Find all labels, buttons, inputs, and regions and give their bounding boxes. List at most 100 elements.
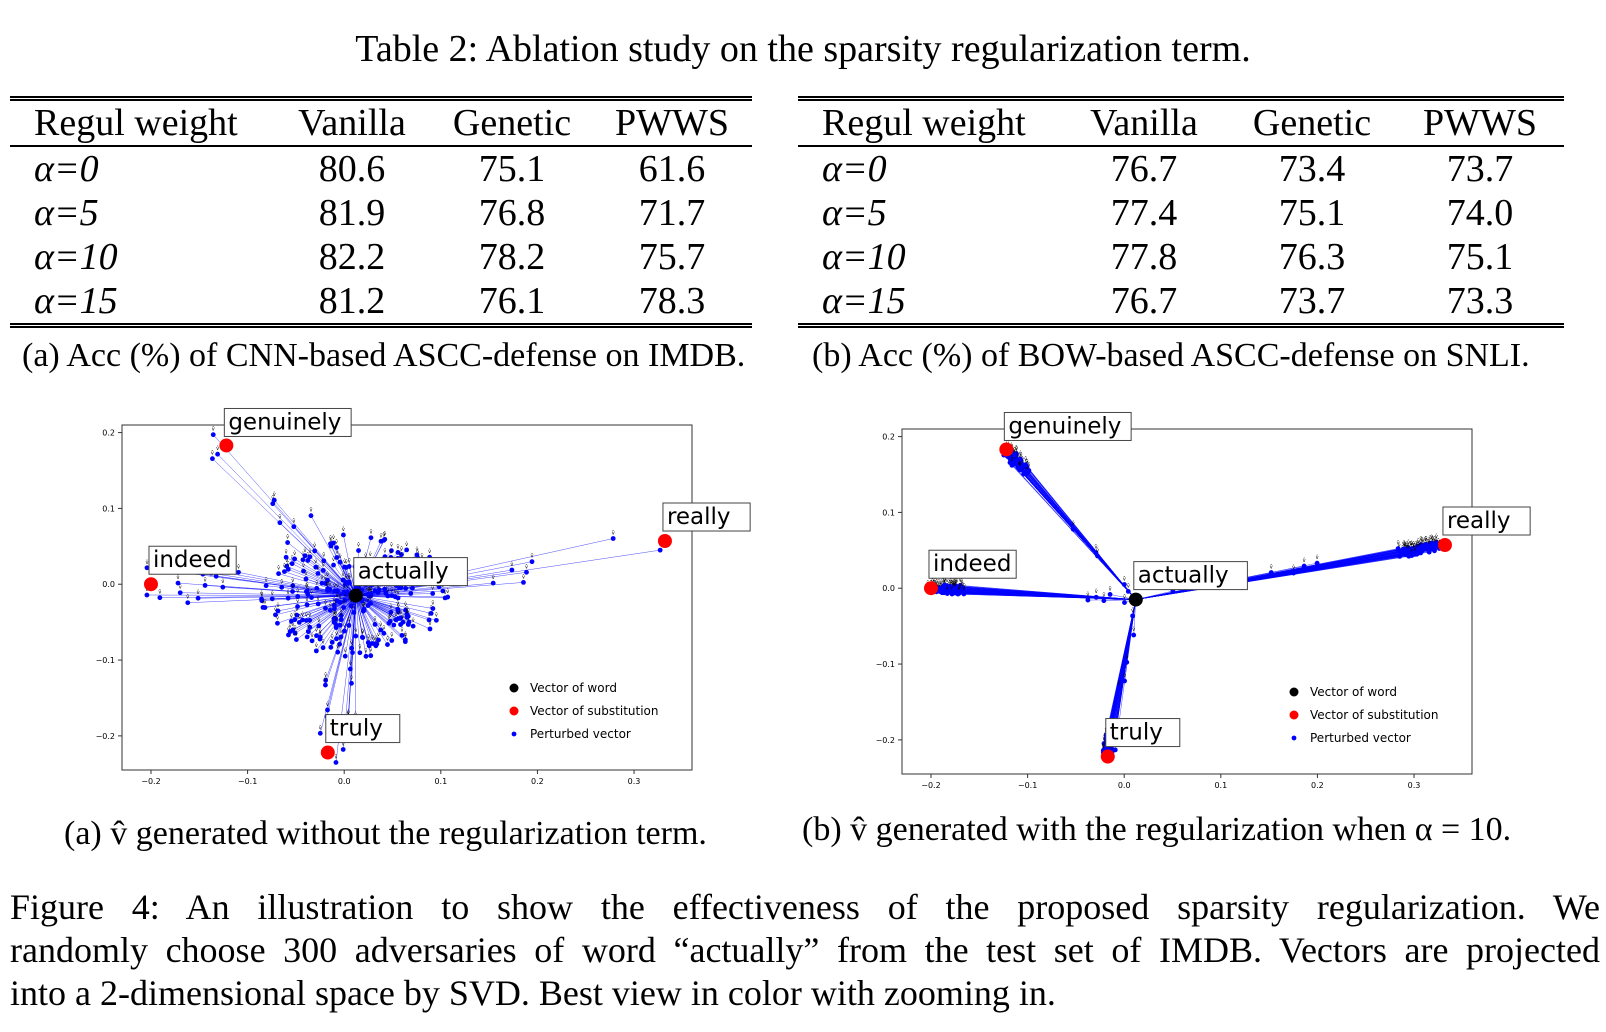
perturbed-vector-marker: v̂	[310, 590, 313, 596]
row-label: α=15	[34, 280, 118, 322]
word-label-box	[928, 549, 1017, 579]
perturbation-line	[314, 550, 356, 596]
perturbed-vector-marker: v̂	[328, 581, 331, 587]
perturbed-vector-point	[202, 583, 208, 588]
perturbed-vector-point	[342, 653, 348, 659]
perturbed-vector-marker: v̂	[510, 562, 513, 568]
perturbed-vector-marker: v̂	[389, 613, 392, 619]
perturbed-vector-marker: v̂	[315, 580, 318, 586]
perturbed-vector-marker: v̂	[386, 588, 389, 594]
header-vanilla: Vanilla	[298, 102, 406, 144]
perturbation-line	[213, 434, 356, 596]
perturbed-vector-marker: v̂	[286, 590, 289, 596]
perturbed-vector-marker: v̂	[287, 561, 290, 567]
perturbed-vector-marker: v̂	[934, 579, 937, 585]
perturbed-vector-point	[356, 548, 361, 553]
cell-genetic: 73.7	[1278, 280, 1346, 322]
cell-genetic: 76.3	[1278, 236, 1346, 278]
perturbed-vector-marker: v̂	[957, 585, 960, 591]
perturbed-vector-marker: v̂	[347, 574, 350, 580]
perturbed-vector-point	[313, 648, 319, 654]
perturbed-vector-marker: v̂	[1410, 548, 1413, 554]
perturbed-vector-marker: v̂	[334, 611, 337, 617]
perturbed-vector-marker: v̂	[956, 586, 959, 592]
perturbed-vector-point	[398, 615, 404, 621]
perturbed-vector-point	[236, 569, 241, 575]
perturbed-vector-marker: v̂	[301, 552, 304, 558]
x-tick-label: −0.1	[1018, 781, 1037, 790]
perturbed-vector-marker: v̂	[950, 586, 953, 592]
perturbed-vector-point	[1024, 470, 1030, 476]
perturbed-vector-point	[332, 606, 337, 612]
cell-pwws: 75.1	[1446, 236, 1514, 278]
perturbed-vector-point	[1101, 598, 1107, 604]
perturbed-vector-marker: v̂	[342, 600, 345, 606]
perturbed-vector-point	[292, 556, 298, 562]
perturbed-vector-marker: v̂	[960, 579, 963, 585]
row-label: α=5	[822, 192, 887, 234]
perturbation-line	[1019, 469, 1136, 600]
perturbed-vector-marker: v̂	[962, 586, 965, 592]
header-pwws: PWWS	[615, 102, 729, 144]
perturbed-vector-marker: v̂	[427, 612, 430, 618]
perturbed-vector-marker: v̂	[321, 640, 324, 646]
perturbed-vector-point	[430, 606, 436, 611]
perturbed-vector-point	[524, 569, 529, 575]
perturbed-vector-point	[1122, 600, 1127, 605]
perturbed-vector-marker: v̂	[396, 590, 399, 596]
perturbed-vector-marker: v̂	[1108, 586, 1111, 592]
scatter-plot-with-regularization: −0.2 −0.1 0.0 0.1 0.2 0.30.20.10.0−0.1−0.2v̂v…	[876, 411, 1531, 790]
perturbed-vector-marker: v̂	[338, 594, 341, 600]
table-header-row: Regul weight Vanilla Genetic PWWS	[10, 98, 752, 146]
perturbed-vector-marker: v̂	[1096, 548, 1099, 554]
perturbed-vector-marker: v̂	[951, 579, 954, 585]
perturbed-vector-marker: v̂	[1010, 454, 1013, 460]
perturbed-vector-marker: v̂	[931, 578, 934, 584]
perturbed-vector-marker: v̂	[1086, 592, 1089, 598]
perturbed-vector-marker: v̂	[387, 615, 390, 621]
perturbed-vector-marker: v̂	[347, 710, 350, 716]
perturbed-vector-point	[956, 590, 962, 596]
perturbed-vector-marker: v̂	[398, 551, 401, 557]
row-label: α=5	[34, 192, 99, 234]
perturbed-vector-point	[368, 535, 374, 541]
perturbation-line	[1020, 458, 1136, 600]
perturbed-vector-marker: v̂	[288, 624, 291, 630]
legend-marker	[509, 706, 519, 716]
perturbed-vector-marker: v̂	[339, 629, 342, 635]
y-tick-label: 0.1	[882, 508, 895, 517]
perturbed-vector-marker: v̂	[949, 579, 952, 585]
plot-frame	[901, 428, 1473, 775]
table-row: α=10 82.2 78.2 75.7	[10, 235, 752, 279]
perturbed-vector-marker: v̂	[1102, 736, 1105, 742]
perturbed-vector-marker: v̂	[371, 635, 374, 641]
perturbed-vector-marker: v̂	[948, 580, 951, 586]
perturbed-vector-point	[335, 649, 341, 655]
header-regul-weight: Regul weight	[822, 102, 1026, 144]
perturbed-vector-marker: v̂	[347, 558, 350, 564]
perturbed-vector-marker: v̂	[307, 624, 310, 630]
perturbed-vector-marker: v̂	[1416, 542, 1419, 548]
perturbed-vector-marker: v̂	[953, 582, 956, 588]
perturbed-vector-point	[341, 589, 347, 595]
perturbed-vector-marker: v̂	[1437, 538, 1440, 544]
perturbed-vector-point	[399, 552, 404, 557]
perturbed-vector-point	[302, 553, 308, 559]
perturbed-vector-marker: v̂	[324, 672, 327, 678]
perturbed-vector-point	[372, 641, 378, 647]
cell-pwws: 74.0	[1446, 192, 1514, 234]
perturbed-vector-marker: v̂	[298, 614, 301, 620]
perturbed-vector-point	[320, 567, 326, 573]
perturbed-vector-point	[307, 617, 313, 623]
perturbed-vector-point	[385, 642, 390, 647]
perturbed-vector-point	[308, 513, 314, 519]
perturbation-line	[351, 595, 357, 649]
perturbed-vector-point	[282, 569, 287, 575]
perturbed-vector-marker: v̂	[293, 612, 296, 618]
perturbed-vector-point	[309, 595, 314, 600]
perturbed-vector-point	[276, 571, 281, 577]
perturbed-vector-point	[323, 605, 328, 611]
perturbed-vector-marker: v̂	[404, 632, 407, 638]
perturbed-vector-marker: v̂	[945, 578, 948, 584]
perturbed-vector-marker: v̂	[369, 588, 372, 594]
